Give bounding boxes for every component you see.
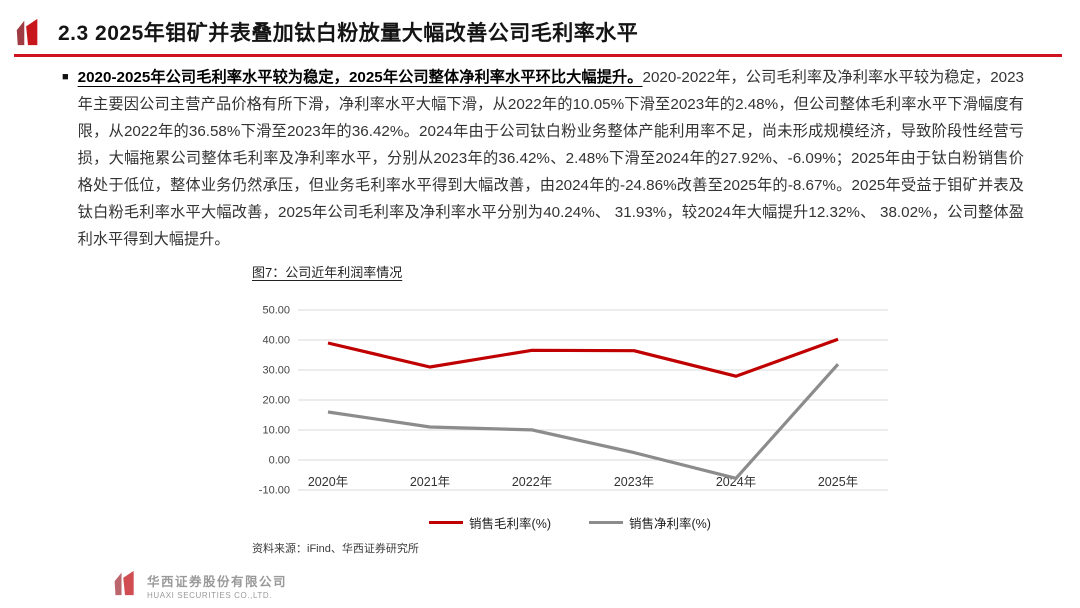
legend-item: 销售净利率(%) — [589, 513, 711, 532]
chart-legend: 销售毛利率(%) 销售净利率(%) — [240, 513, 900, 532]
body-paragraph: 2020-2025年公司毛利率水平较为稳定，2025年公司整体净利率水平环比大幅… — [78, 64, 1024, 253]
company-name-en: HUAXI SECURITIES CO.,LTD. — [147, 591, 273, 600]
x-axis-tick-label: 2020年 — [308, 475, 348, 489]
footer-company-text: 华西证券股份有限公司 HUAXI SECURITIES CO.,LTD. — [147, 571, 287, 600]
legend-line-swatch — [429, 521, 464, 524]
bullet-square-icon: ■ — [62, 71, 69, 83]
paragraph-body-text: 2020-2022年，公司毛利率及净利率水平较为稳定，2023年主要因公司主营产… — [77, 69, 1024, 248]
footer: 华西证券股份有限公司 HUAXI SECURITIES CO.,LTD. — [112, 569, 287, 602]
legend-item: 销售毛利率(%) — [429, 513, 551, 532]
series-line-0 — [327, 337, 839, 378]
figure-title: 图7：公司近年利润率情况 — [252, 265, 403, 280]
legend-label: 销售净利率(%) — [629, 517, 711, 531]
y-axis-tick-label: 20.00 — [262, 395, 290, 407]
y-axis-tick-label: 30.00 — [262, 365, 290, 377]
legend-label: 销售毛利率(%) — [469, 517, 551, 531]
legend-line-swatch — [589, 521, 623, 524]
company-name-cn: 华西证券股份有限公司 — [147, 575, 288, 589]
page-title: 2.3 2025年钼矿并表叠加钛白粉放量大幅改善公司毛利率水平 — [58, 22, 639, 45]
huaxi-logo-icon — [14, 17, 42, 47]
body-paragraph-block: ■ 2020-2025年公司毛利率水平较为稳定，2025年公司整体净利率水平环比… — [62, 64, 1024, 253]
x-axis-tick-label: 2025年 — [818, 475, 858, 489]
header: 2.3 2025年钼矿并表叠加钛白粉放量大幅改善公司毛利率水平 — [14, 10, 1062, 57]
data-source-note: 资料来源：iFind、华西证券研究所 — [252, 543, 419, 555]
paragraph-lead-sentence: 2020-2025年公司毛利率水平较为稳定，2025年公司整体净利率水平环比大幅… — [77, 69, 643, 86]
x-axis-tick-label: 2021年 — [410, 475, 450, 489]
x-axis-tick-label: 2022年 — [512, 475, 552, 489]
huaxi-logo-icon — [112, 569, 138, 602]
x-axis-tick-label: 2023年 — [614, 475, 654, 489]
series-line-1 — [327, 363, 840, 481]
y-axis-tick-label: 40.00 — [262, 335, 290, 347]
y-axis-tick-label: 10.00 — [262, 425, 290, 437]
y-axis-tick-label: -10.00 — [259, 485, 290, 497]
x-axis-tick-label: 2024年 — [716, 475, 756, 489]
profit-margin-line-chart: 50.00 40.00 30.00 20.00 10.00 0.00 -10.00 2020年… — [259, 305, 888, 497]
y-axis-tick-label: 50.00 — [262, 305, 290, 317]
y-axis-tick-label: 0.00 — [269, 455, 290, 467]
